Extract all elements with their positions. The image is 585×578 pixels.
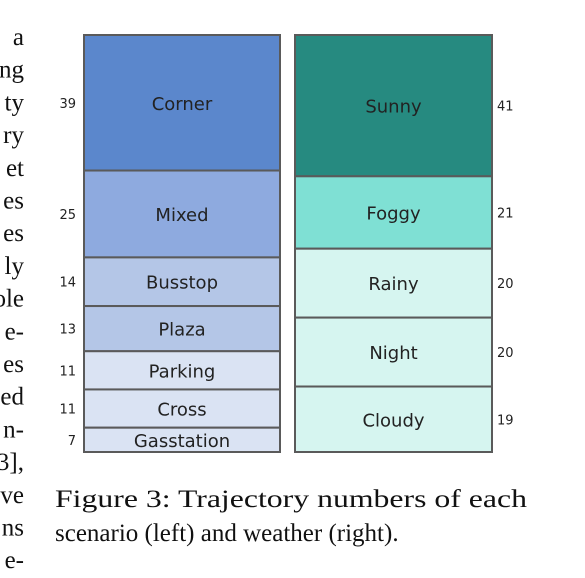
side-text-line: ry	[3, 122, 24, 149]
segment-label: Sunny	[365, 97, 422, 118]
charts: Corner 39 Mixed 25 Busstop 14 Plaza 13 Parking 11…	[59, 34, 514, 453]
bar-segment	[294, 247, 493, 319]
segment-label: Rainy	[368, 274, 419, 295]
segment-label: Cloudy	[362, 410, 424, 431]
side-text-line: ed	[0, 384, 24, 411]
side-text-line: e-	[5, 547, 24, 574]
value-label: 41	[497, 100, 514, 115]
segment-label: Plaza	[158, 320, 205, 341]
value-label: 19	[497, 413, 514, 428]
bar-segment	[83, 305, 281, 353]
caption-line: Figure 3: Trajectory numbers of each	[55, 486, 528, 513]
bar-segment	[294, 34, 493, 178]
value-label: 21	[497, 206, 514, 221]
value-label: 11	[59, 403, 76, 418]
side-text-line: ve	[0, 482, 24, 509]
side-text-line: ly	[5, 253, 25, 280]
segment-label: Mixed	[155, 205, 208, 226]
side-text-line: n-	[3, 416, 24, 443]
value-label: 25	[59, 208, 76, 223]
value-label: 7	[68, 434, 76, 449]
side-text-line: et	[6, 155, 24, 182]
value-label: 20	[497, 346, 514, 361]
side-text-line: es	[3, 351, 24, 378]
segment-label: Gasstation	[134, 431, 230, 452]
side-text-line: ty	[5, 89, 25, 116]
segment-label: Foggy	[366, 203, 421, 224]
segment-label: Cross	[157, 400, 206, 421]
value-label: 20	[497, 277, 514, 292]
side-text-line: es	[3, 220, 24, 247]
bar-segment	[294, 385, 493, 453]
segment-label: Corner	[152, 94, 213, 115]
bar-segment	[83, 388, 281, 429]
side-text-line: ng	[0, 57, 25, 84]
side-text: a ng ty ry et es es ly ole e-es ed n- 3], ve ns e-	[0, 24, 25, 574]
side-text-line: e-	[5, 318, 24, 345]
value-label: 11	[59, 364, 76, 379]
segment-label: Night	[369, 343, 417, 364]
bar-segment	[83, 426, 281, 453]
segment-label: Parking	[149, 361, 216, 382]
side-text-line: ns	[2, 515, 24, 542]
bar-segment	[83, 169, 281, 259]
side-text-line: ole	[0, 286, 24, 313]
side-text-line: 3],	[0, 449, 24, 476]
bar-segment	[83, 34, 281, 172]
value-label: 14	[59, 276, 76, 291]
value-label: 39	[59, 97, 76, 112]
value-label: 13	[59, 323, 76, 338]
side-text-line: es	[3, 188, 24, 215]
segment-label: Busstop	[146, 273, 218, 294]
caption-line: scenario (left) and weather (right).	[55, 520, 399, 547]
side-text-line: a	[13, 24, 24, 51]
bar-segment	[294, 316, 493, 388]
